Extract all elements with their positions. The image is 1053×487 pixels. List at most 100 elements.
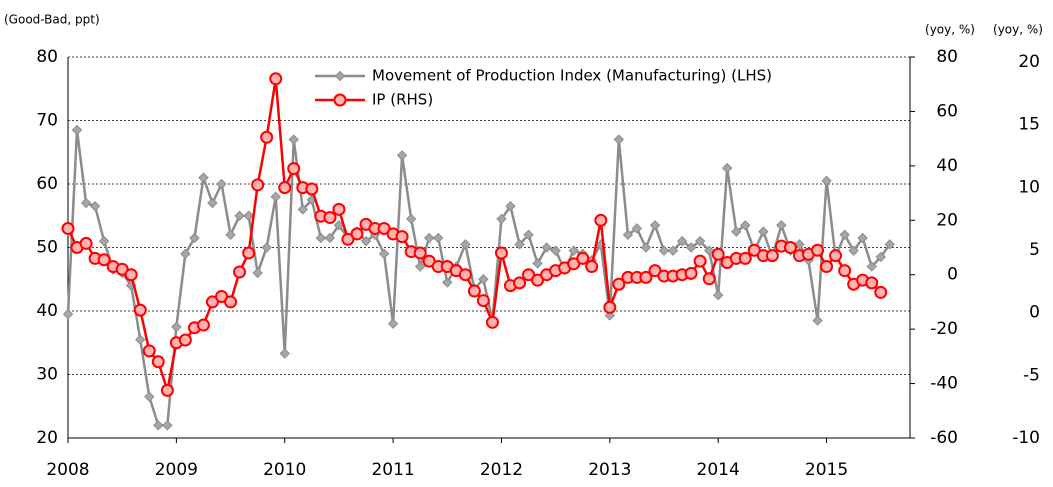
diamond-marker [721,162,733,174]
diamond-marker [423,232,435,244]
diamond-marker [839,229,850,241]
diamond-marker [98,235,110,247]
circle-marker [458,268,472,282]
diamond-marker [234,210,245,221]
circle-marker [178,333,192,347]
y2-axis-label: (yoy, %) [925,23,975,37]
diamond-marker [180,248,191,260]
diamond-marker [658,245,670,256]
legend-marker [334,70,346,82]
circle-marker [513,276,527,290]
diamond-marker [460,239,471,250]
x-tick-label: 2015 [805,460,848,480]
circle-marker [874,285,888,299]
circle-marker [485,315,499,329]
diamond-marker [667,245,679,256]
diamond-marker [875,251,886,263]
circle-marker [476,294,490,308]
diamond-marker [279,348,290,359]
diamond-marker [216,178,227,190]
y3-axis-label: (yoy, %) [993,23,1043,37]
circle-marker [269,72,283,86]
circle-marker [287,162,301,176]
y3-tick-label: 5 [1029,240,1040,260]
diamond-marker [243,210,254,221]
diamond-marker [776,220,787,231]
diamond-marker [261,242,272,253]
circle-marker [124,268,138,282]
diamond-marker [613,134,625,145]
circle-marker [603,300,617,314]
diamond-marker [685,242,697,253]
x-tick-label: 2011 [371,460,414,480]
circle-marker [738,251,752,265]
circle-marker [693,254,707,268]
x-tick-label: 2013 [588,460,631,480]
diamond-marker [794,239,805,250]
diamond-marker [496,213,507,225]
circle-marker [350,227,364,241]
y-tick-label: 20 [36,428,58,448]
diamond-marker [442,277,453,288]
diamond-marker [297,204,309,215]
legend-label: IP (RHS) [372,91,433,109]
diamond-marker [144,391,155,402]
circle-marker [61,221,75,235]
series-line [66,129,891,427]
diamond-marker [631,223,643,234]
diamond-marker [884,239,895,250]
y-tick-label: 40 [36,301,58,321]
circle-marker [838,264,852,278]
circle-marker [395,230,409,244]
x-tick-label: 2012 [480,460,523,480]
legend-label: Movement of Production Index (Manufactur… [372,67,772,85]
circle-marker [205,295,219,309]
diamond-marker [568,245,579,256]
y-tick-label: 50 [36,238,58,258]
diamond-marker [532,258,543,269]
legend-marker [333,93,347,107]
diamond-marker [694,235,706,247]
circle-marker [747,243,761,257]
y3-tick-label: 10 [1018,177,1040,197]
circle-marker [224,295,238,309]
diamond-marker [270,191,281,202]
circle-marker [196,318,210,332]
diamond-marker [478,274,489,285]
circle-marker [467,284,481,298]
diamond-marker [89,201,101,212]
y-tick-label: 70 [36,111,58,131]
circle-marker [278,181,292,195]
diamond-marker [62,308,74,320]
diamond-marker [315,232,327,244]
diamond-marker [740,220,751,231]
circle-marker [585,260,599,274]
y2-tick-label: 60 [936,101,958,121]
y2-tick-label: 40 [936,156,958,176]
diamond-marker [857,232,868,244]
circle-marker [576,251,590,265]
diamond-marker [821,175,832,187]
circle-marker [323,211,337,225]
diamond-marker [189,232,200,244]
circle-marker [865,276,879,290]
circle-marker [684,266,698,280]
diamond-marker [505,201,516,212]
x-tick-label: 2009 [155,460,198,480]
diamond-marker [758,226,769,237]
circle-marker [765,249,779,263]
diamond-marker [198,172,209,183]
diamond-marker [288,134,299,145]
circle-marker [332,202,346,216]
diamond-marker [676,235,688,247]
circle-marker [151,355,165,369]
diamond-marker [333,220,345,231]
circle-marker [133,303,147,317]
x-tick-label: 2014 [697,460,740,480]
diamond-marker [550,245,561,256]
y-tick-label: 60 [36,174,58,194]
diamond-marker [324,232,336,244]
diamond-marker [153,420,164,431]
diamond-marker [712,289,724,301]
